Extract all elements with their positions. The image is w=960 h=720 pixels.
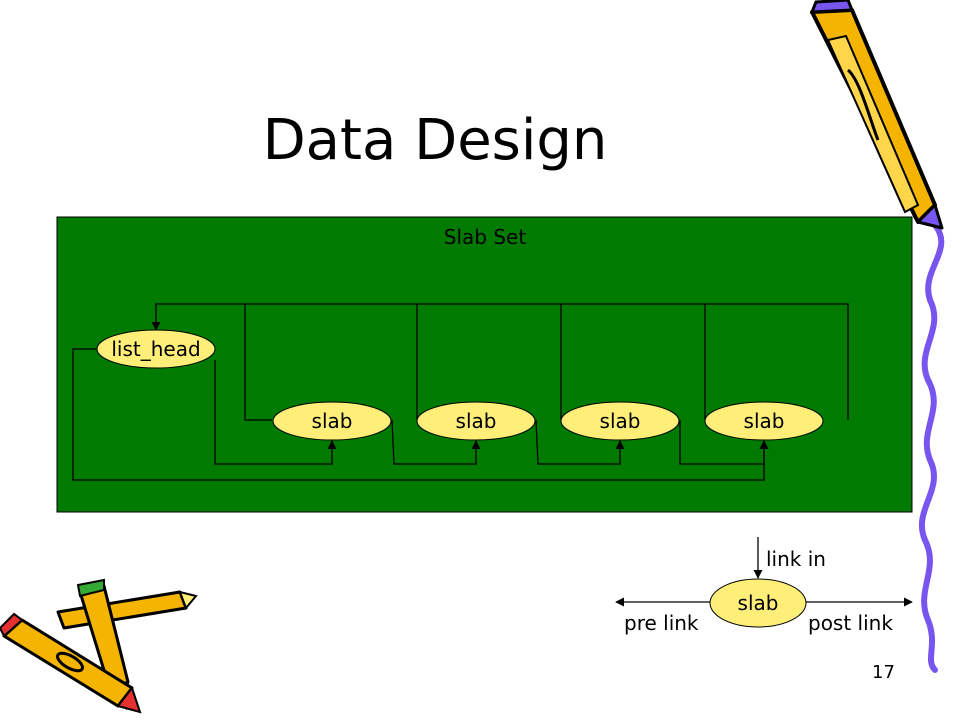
- slab-label: slab: [312, 409, 353, 433]
- slide-number: 17: [872, 662, 895, 683]
- slide-title: Data Design: [262, 108, 608, 173]
- decorative-wave: [918, 222, 945, 673]
- slab-label: slab: [456, 409, 497, 433]
- list-head-node: list_head: [96, 329, 216, 369]
- slab-node: slab: [560, 401, 680, 441]
- slab-set-label: Slab Set: [444, 225, 527, 249]
- link-in-label: link in: [766, 547, 826, 571]
- legend-slab-label: slab: [738, 591, 779, 615]
- legend: slab link in pre link post link: [615, 537, 913, 635]
- slab-label: slab: [744, 409, 785, 433]
- list-head-label: list_head: [111, 337, 200, 361]
- prev-links: [72, 348, 769, 481]
- slab-node: slab: [704, 401, 824, 441]
- pencil-icon: [809, 0, 944, 230]
- slab-set-container: [56, 216, 913, 513]
- crossed-pencils-icon: [0, 578, 198, 714]
- post-link-label: post link: [808, 611, 893, 635]
- slab-node: slab: [416, 401, 536, 441]
- slab-node: slab: [272, 401, 392, 441]
- slab-label: slab: [600, 409, 641, 433]
- next-links: [151, 303, 849, 421]
- legend-slab-node: [709, 578, 807, 628]
- pre-link-label: pre link: [624, 611, 699, 635]
